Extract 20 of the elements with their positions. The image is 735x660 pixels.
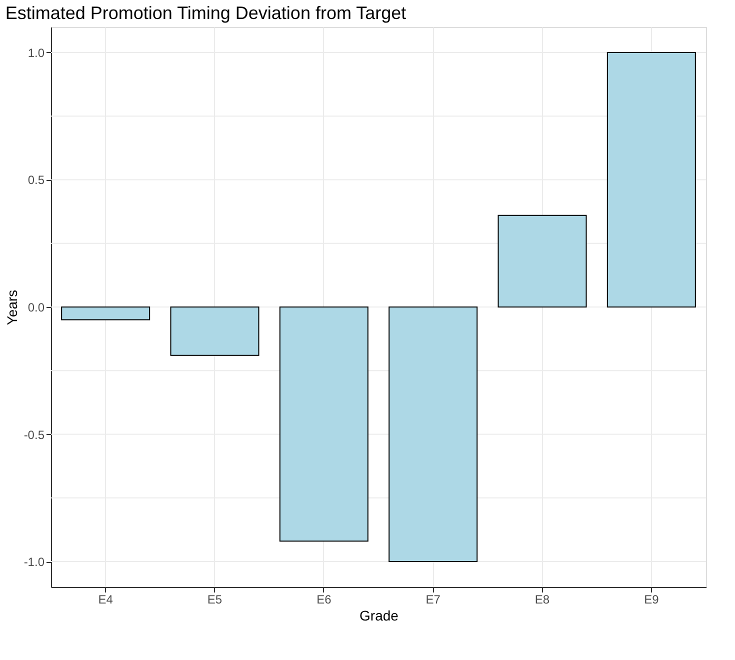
x-tick-label: E6 (316, 592, 332, 606)
bar (61, 306, 150, 320)
x-tick-label: E5 (207, 592, 222, 606)
y-tick-label: 1.0 (28, 46, 45, 60)
y-tick-label: -0.5 (24, 428, 45, 442)
bar (170, 306, 260, 356)
x-tick-label: E4 (98, 592, 114, 606)
bar (498, 214, 587, 308)
y-tick-label: 0.0 (28, 300, 45, 314)
x-tick-label: E8 (534, 592, 550, 606)
y-axis-title: Years (4, 290, 20, 326)
y-tick-label: -1.0 (24, 555, 45, 570)
chart-title: Estimated Promotion Timing Deviation from Target (5, 3, 406, 23)
bar (388, 306, 478, 562)
bar (606, 52, 696, 308)
x-tick-label: E9 (644, 592, 660, 606)
x-tick-label: E7 (426, 592, 441, 606)
y-tick-label: 0.5 (28, 173, 45, 188)
x-axis-title: Grade (360, 608, 399, 624)
bar (279, 306, 368, 542)
